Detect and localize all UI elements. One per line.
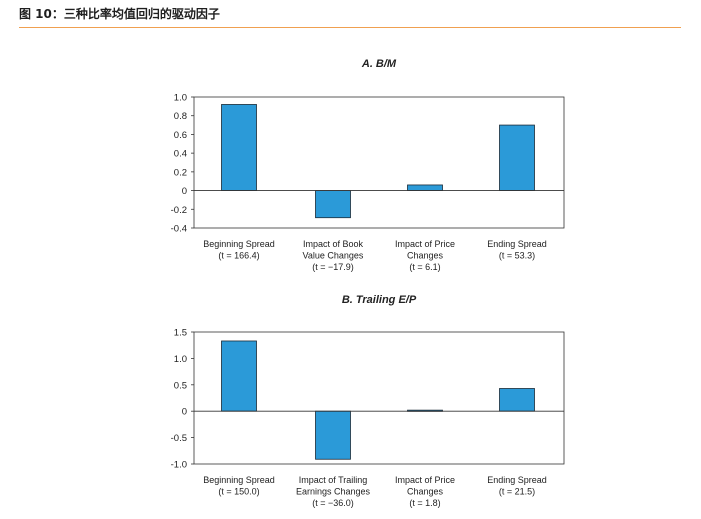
y-tick-label: -0.5 <box>171 433 187 444</box>
plot-frame <box>193 331 565 465</box>
bar <box>315 190 351 219</box>
bar <box>499 388 535 412</box>
y-tick-label: -0.4 <box>171 224 187 235</box>
y-tick-label: 1.0 <box>174 354 187 365</box>
bar <box>221 104 257 191</box>
y-tick-label: 0.4 <box>174 149 187 160</box>
y-tick-label: 1.5 <box>174 328 187 339</box>
bar <box>407 184 443 191</box>
chart-panel-2: B. Trailing E/P 1.5 1.0 0.5 0 -0.5 -1.0 Beginni… <box>171 294 565 508</box>
y-tick-label: 0 <box>182 407 187 418</box>
y-tick-label: 0.5 <box>174 380 187 391</box>
chart-panel-1: A. B/M 1.0 0.8 0.6 0.4 0.2 0 -0.2 -0.4 Beginning … <box>171 58 565 272</box>
bar <box>221 340 257 412</box>
category-label: Impact of Price Changes (t = 6.1) <box>395 239 455 272</box>
category-label: Impact of Book Value Changes (t = −17.9) <box>303 239 364 272</box>
y-tick-label: 0.2 <box>174 167 187 178</box>
y-tick-label: -1.0 <box>171 460 187 471</box>
figure-caption: 图 10：三种比率均值回归的驱动因子 <box>19 7 220 21</box>
category-label: Impact of Trailing Earnings Changes (t = −… <box>296 475 371 508</box>
category-label: Impact of Price Changes (t = 1.8) <box>395 475 455 508</box>
chart-title: B. Trailing E/P <box>342 294 417 306</box>
y-tick-label: 0 <box>182 186 187 197</box>
category-label: Ending Spread (t = 21.5) <box>487 475 547 497</box>
y-tick-label: 1.0 <box>174 93 187 104</box>
figure-caption-bar: 图 10：三种比率均值回归的驱动因子 <box>19 5 681 28</box>
y-tick-label: -0.2 <box>171 205 187 216</box>
category-label: Ending Spread (t = 53.3) <box>487 239 547 261</box>
category-label: Beginning Spread (t = 166.4) <box>203 239 275 261</box>
plot-frame <box>193 96 565 229</box>
bar <box>499 124 535 191</box>
y-tick-label: 0.6 <box>174 130 187 141</box>
category-label: Beginning Spread (t = 150.0) <box>203 475 275 497</box>
bar <box>315 410 351 460</box>
chart-title: A. B/M <box>361 58 397 70</box>
y-tick-label: 0.8 <box>174 111 187 122</box>
